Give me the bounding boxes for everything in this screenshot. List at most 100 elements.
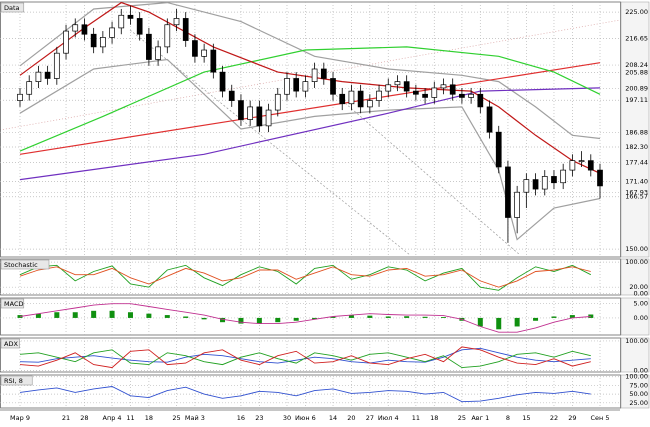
y-tick-label: 186.88 <box>625 129 648 137</box>
x-tick-label: 18 <box>430 414 438 422</box>
panel-frame <box>0 258 621 296</box>
candle-body <box>449 84 456 95</box>
candle-body <box>514 191 520 218</box>
candle-body <box>173 18 180 26</box>
histogram-bar <box>54 312 60 318</box>
x-tick-label: Июл 4 <box>378 414 399 422</box>
candle-body <box>505 166 511 218</box>
histogram-bar <box>312 317 318 320</box>
x-tick-label: 21 <box>62 414 70 422</box>
candle-body <box>265 109 272 127</box>
candle-body <box>201 49 207 57</box>
trend-line <box>329 89 521 256</box>
overlay-line <box>19 46 601 152</box>
axis-strip <box>620 258 650 296</box>
candle-body <box>100 37 106 48</box>
candle-body <box>228 90 235 101</box>
overlay-line <box>19 58 601 241</box>
candle-body <box>26 81 33 95</box>
x-tick-label: 20 <box>347 414 355 422</box>
candle-body <box>532 179 539 190</box>
x-tick-label: 27 <box>366 414 374 422</box>
candle-body <box>90 33 97 48</box>
histogram-bar <box>72 312 78 318</box>
candle-body <box>330 78 336 95</box>
x-tick-label: Авг 1 <box>471 414 489 422</box>
y-tick-label: 197.11 <box>625 96 648 104</box>
candle-body <box>523 179 530 193</box>
x-tick-label: 14 <box>329 414 337 422</box>
candle-body <box>17 93 23 101</box>
histogram-bar <box>496 317 502 330</box>
axis-strip <box>620 1 650 258</box>
candle-body <box>385 84 392 92</box>
candle-body <box>219 71 226 92</box>
y-tick-label: 150.00 <box>625 245 648 253</box>
y-tick-label: 0.00 <box>634 367 648 375</box>
histogram-bar <box>551 316 557 318</box>
axis-strip <box>620 297 650 336</box>
panel-frame <box>0 374 621 409</box>
candle-body <box>477 93 484 108</box>
histogram-bar <box>238 317 244 324</box>
candle-body <box>127 14 134 19</box>
histogram-bar <box>477 317 483 327</box>
overlay-line <box>19 62 601 155</box>
histogram-bar <box>35 313 41 318</box>
x-tick-label: Июн 6 <box>295 414 316 422</box>
histogram-bar <box>146 313 152 318</box>
candle-body <box>284 78 290 95</box>
panel-frame <box>0 1 621 258</box>
candle-body <box>495 131 502 168</box>
y-tick-label: 216.65 <box>625 34 648 42</box>
histogram-bar <box>569 315 575 318</box>
x-tick-label: 25 <box>458 414 466 422</box>
candle-body <box>118 14 125 29</box>
y-tick-label: 20.00 <box>629 283 648 291</box>
panel-title-box <box>0 259 50 270</box>
indicator-line <box>19 347 591 364</box>
axis-strip <box>620 337 650 373</box>
x-tick-label: 11 <box>412 414 420 422</box>
overlay-line <box>19 87 601 181</box>
indicator-line <box>19 303 591 333</box>
candle-body <box>394 81 401 86</box>
y-tick-label: 75.00 <box>629 381 648 389</box>
candle-body <box>413 90 419 95</box>
x-tick-label: 28 <box>80 414 88 422</box>
candle-body <box>311 68 318 82</box>
candle-body <box>459 93 465 98</box>
indicator-line <box>19 346 591 369</box>
histogram-bar <box>127 312 133 318</box>
y-tick-label: 182.30 <box>625 143 648 151</box>
x-tick-label: 29 <box>568 414 576 422</box>
candle-body <box>247 106 254 120</box>
indicator-line <box>19 349 591 369</box>
panel-title: Data <box>4 4 20 12</box>
panel-frame <box>0 297 621 336</box>
candle-body <box>238 100 244 120</box>
histogram-bar <box>164 315 170 318</box>
y-tick-label: 100.00 <box>625 258 648 266</box>
panel-title-box <box>0 375 33 386</box>
candle-body <box>293 78 300 92</box>
indicator-line <box>19 266 591 288</box>
y-tick-label: 25.00 <box>629 399 648 407</box>
candle-body <box>44 71 51 79</box>
candle-body <box>587 160 594 171</box>
panel-title: RSI, 8 <box>4 377 23 385</box>
indicator-line <box>19 386 591 403</box>
panel-title-box <box>0 2 25 13</box>
histogram-bar <box>91 310 97 318</box>
y-tick-label: 200.89 <box>625 84 648 92</box>
histogram-bar <box>422 316 428 318</box>
x-tick-label: 23 <box>255 414 263 422</box>
candle-body <box>431 87 438 98</box>
y-tick-label: 225.00 <box>625 8 648 16</box>
x-tick-label: 30 <box>283 414 291 422</box>
candle-body <box>597 169 603 187</box>
histogram-bar <box>367 315 373 318</box>
histogram-bar <box>404 316 410 318</box>
histogram-bar <box>330 316 336 318</box>
